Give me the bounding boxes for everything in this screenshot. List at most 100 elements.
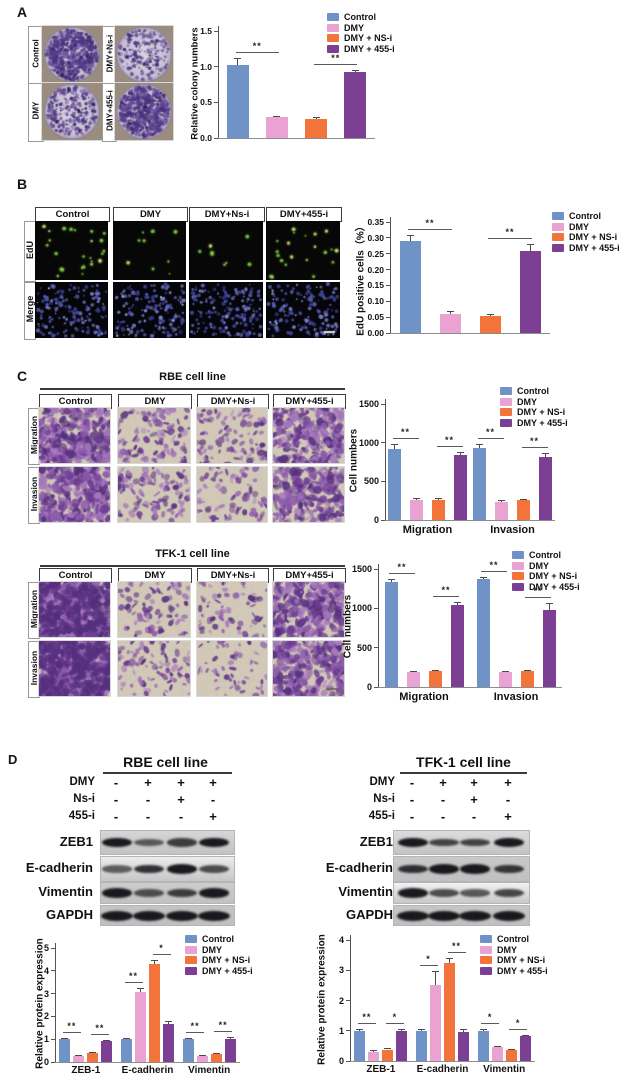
panel-a-label: A [17,4,28,20]
y-tick-label: 1500 [358,399,379,409]
transwell-image [38,640,111,697]
error-bar-cap [542,453,549,455]
bar-control [477,1030,489,1061]
significance-line [481,570,507,572]
significance-label: * [392,1011,398,1022]
merge-image [266,282,340,338]
legend-swatch [185,945,197,954]
legend-swatch [185,935,197,943]
bar-dmy-ns-i [149,964,160,1062]
y-tick-label: 1000 [358,437,379,448]
colony-plate-image [41,25,103,84]
y-axis-title: Cell numbers [342,594,354,659]
significance-line [419,965,438,967]
transwell-image [272,581,345,638]
error-bar-cap [479,576,487,578]
significance-label: ** [397,561,407,572]
error-bar-cap [312,116,320,118]
bar-dmy-455-i [519,250,541,333]
bar-control [473,448,486,520]
y-tick [386,269,390,271]
x-category-label: Migration [399,691,449,703]
error-bar-cap [435,498,442,500]
transwell-row-label-text: Invasion [29,650,39,685]
protein-band [166,910,198,921]
error-bar [460,451,461,456]
y-tick-label: 1 [43,1034,49,1045]
westernblot-strip [393,830,530,855]
dose-symbol: + [177,792,185,807]
rbe-blot-title: RBE cell line [123,754,208,770]
bar-dmy-ns-i [382,1049,394,1061]
transwell-image [117,581,191,638]
error-bar-cap [273,115,281,117]
transwell-column-header: DMY+Ns-i [197,394,269,409]
bar-dmy [491,1047,503,1061]
bar-dmy [265,117,288,138]
y-tick-label: 0 [373,515,379,525]
error-bar [140,987,141,992]
y-tick-label: 0.5 [200,97,212,108]
y-tick-label: 1.0 [200,61,212,72]
tfk-blot-title: TFK-1 cell line [416,754,511,770]
colony-plate-image [41,82,103,141]
error-bar-cap [165,1020,172,1022]
y-tick-label: 1 [338,1025,344,1036]
y-tick-label: 1.5 [200,26,212,36]
error-bar-cap [453,601,461,603]
y-tick-label: 3 [43,988,49,999]
x-category-label: Migration [402,524,453,536]
dose-row-label: 455-i [68,810,95,822]
y-tick [386,332,390,334]
error-bar-cap [184,1038,192,1040]
y-tick [386,253,390,255]
transwell-column-header: DMY [118,394,192,409]
error-bar-cap [391,444,398,446]
transwell-image [117,640,191,697]
bar-dmy-ns-i [444,962,455,1061]
y-tick [51,947,55,949]
protein-band [199,865,229,873]
significance-line [447,952,466,954]
legend-label: DMY + NS-i [202,955,251,965]
legend-label: DMY + NS-i [529,571,578,581]
significance-label: ** [190,1021,200,1032]
bar-dmy [135,991,146,1062]
protein-band [398,837,428,848]
error-bar-cap [479,1029,487,1031]
significance-label: ** [67,1021,77,1032]
blot-protein-label: GAPDH [346,906,393,922]
legend-label: Control [517,386,549,396]
error-bar-cap [61,1038,69,1040]
significance-label: ** [95,1022,105,1033]
significance-label: ** [451,941,461,952]
transwell-image [38,581,111,638]
blot-protein-label: ZEB1 [359,833,393,849]
significance-label: ** [489,559,499,570]
x-category-label: Vimentin [188,1065,231,1076]
transwell-column-header: Control [39,394,112,409]
legend-swatch [512,561,524,570]
legend-swatch [552,233,564,241]
protein-band [167,864,197,874]
bar-control [226,64,249,138]
y-axis-title: EdU positive cells（%） [355,220,367,336]
significance-label: ** [331,53,341,64]
blot-protein-label: Vimentin [338,884,393,899]
significance-line [214,1030,233,1032]
bar-control [416,1030,427,1061]
protein-band [134,864,164,874]
legend-swatch [480,966,492,975]
error-bar [168,1020,169,1025]
x-category-label: E-cadherin [416,1064,469,1075]
y-tick-label: 0.20 [367,264,384,275]
y-tick-label: 0.00 [367,328,384,338]
dose-symbol: - [440,792,446,807]
error-bar-cap [75,1054,83,1056]
y-tick [346,1060,350,1062]
transwell-column-header: DMY+455-i [273,394,346,409]
legend-swatch [500,408,512,416]
error-bar-cap [406,235,414,237]
legend-swatch [552,243,564,252]
significance-line [481,1023,500,1025]
